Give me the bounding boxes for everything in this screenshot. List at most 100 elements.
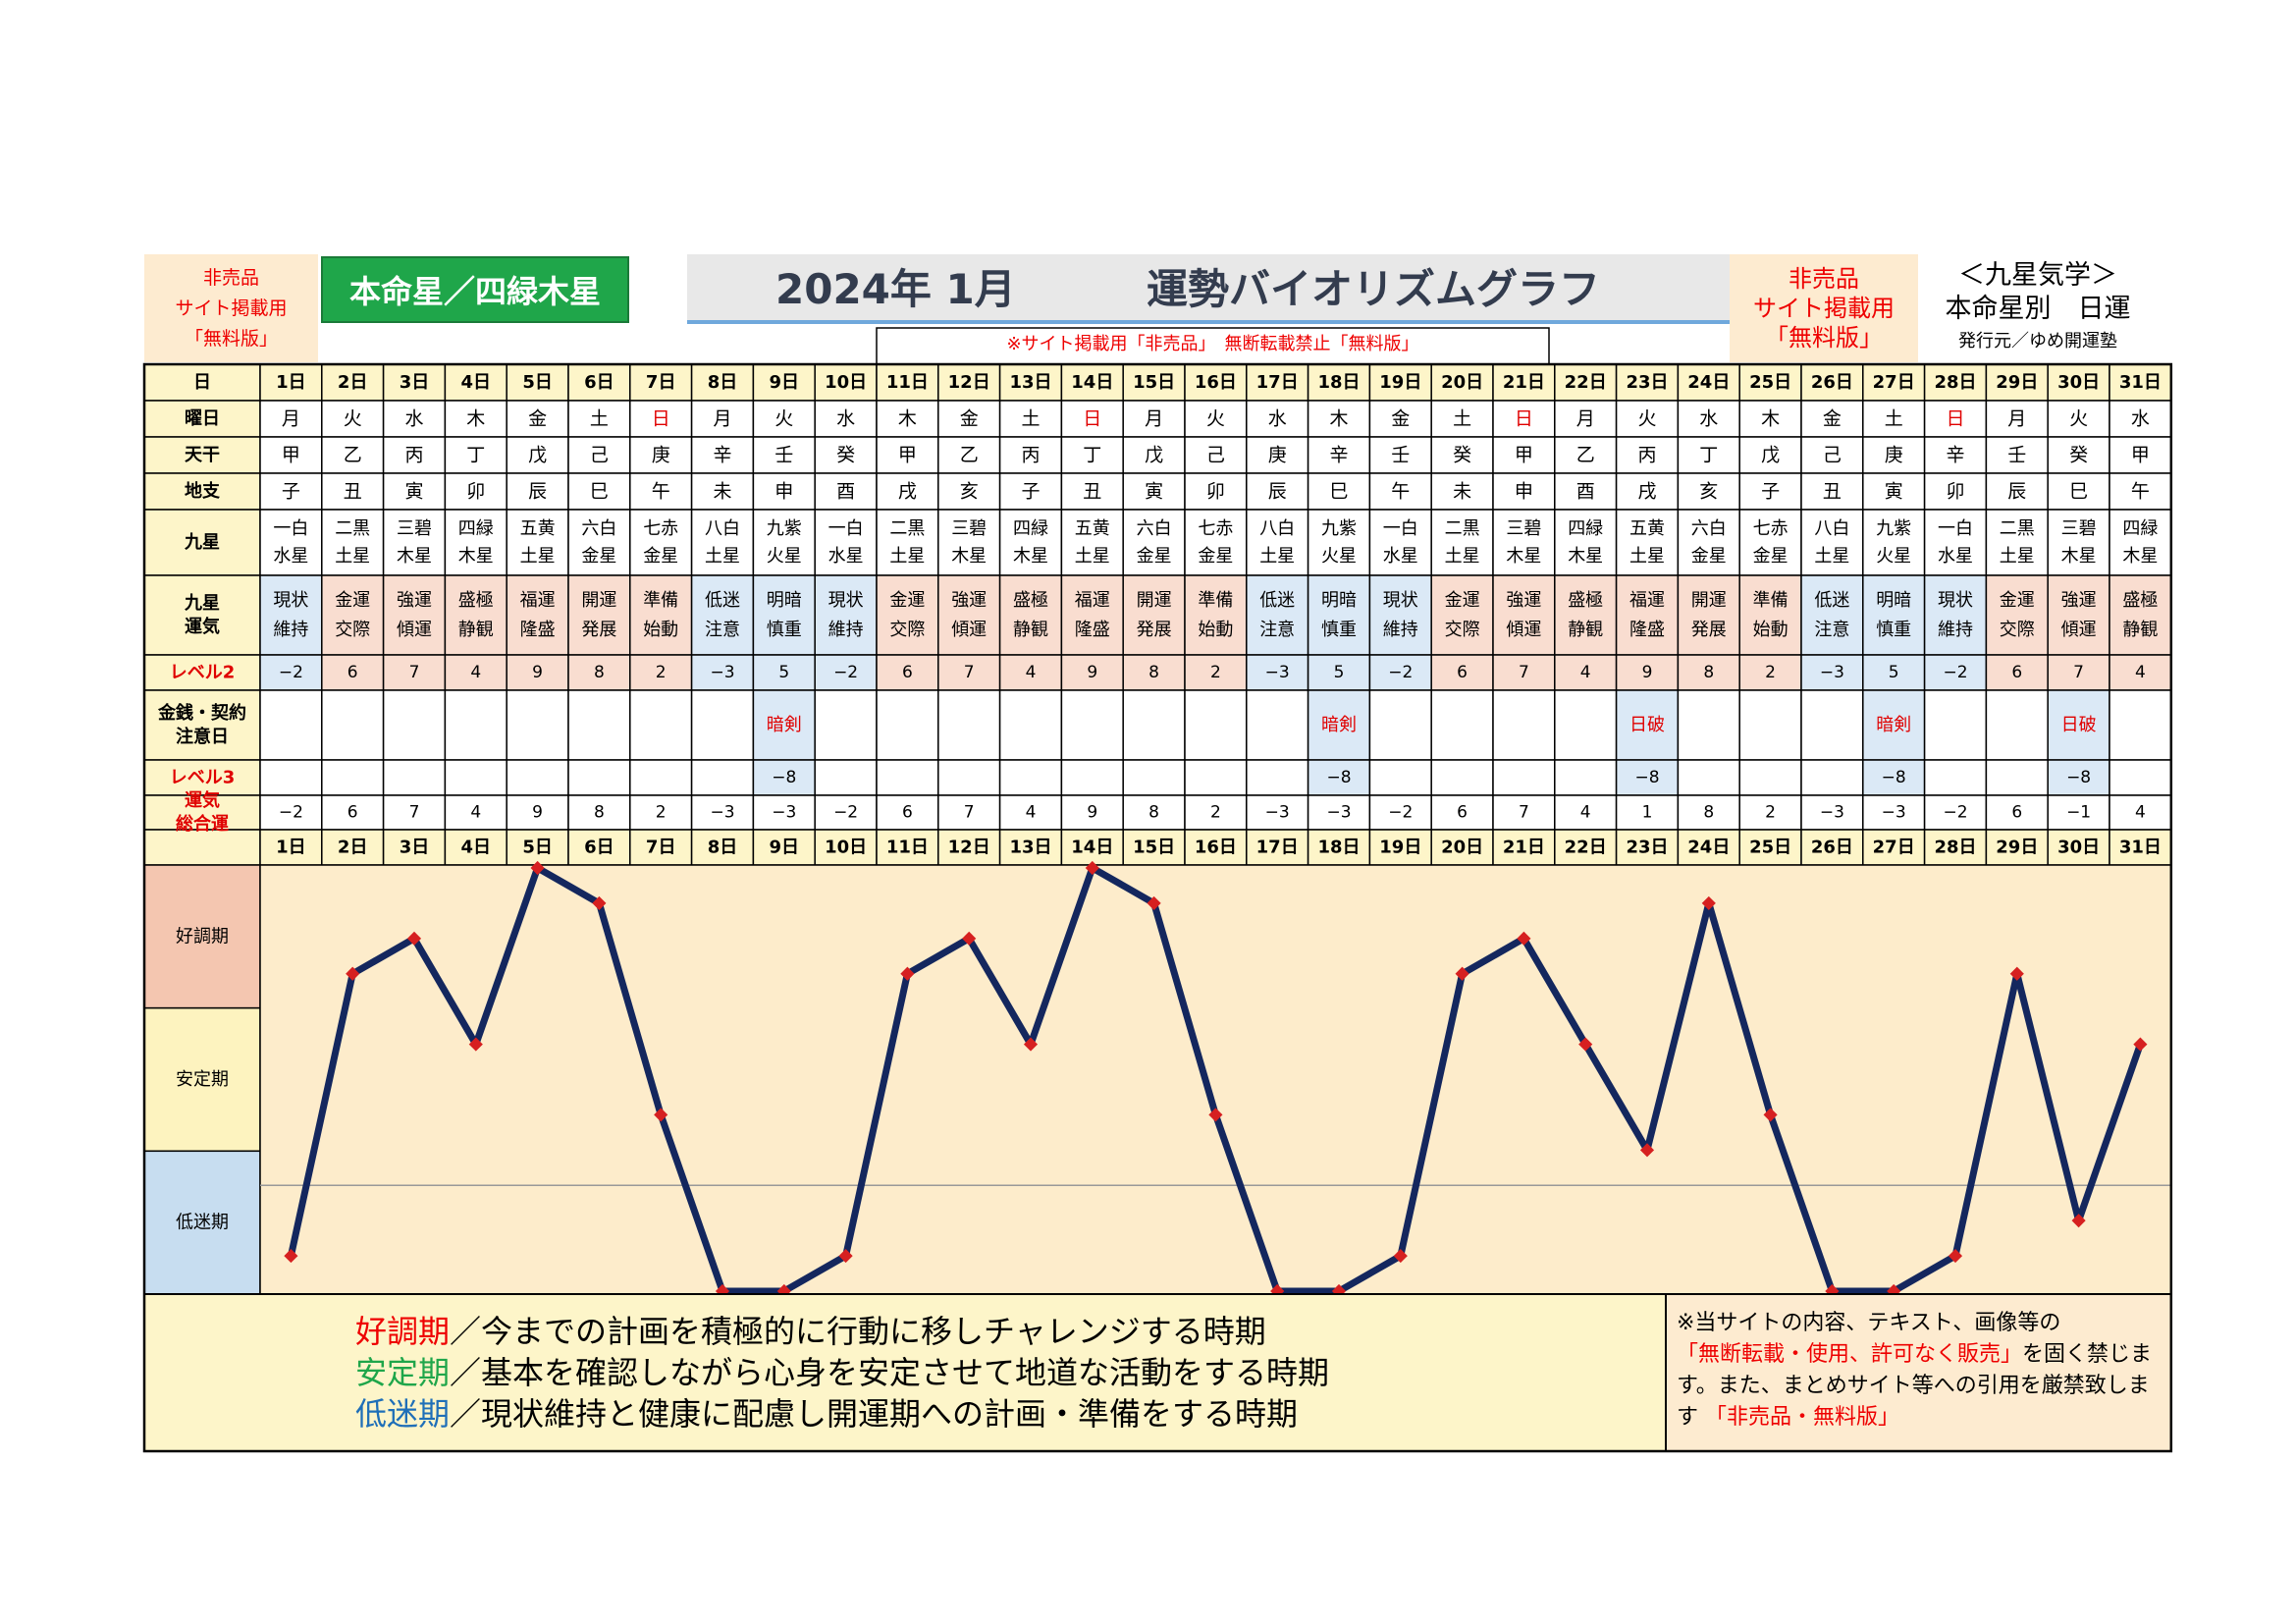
table-cell (1122, 829, 1186, 866)
kyusei-cell: 水星 (273, 546, 308, 567)
kinsen-cell: 日破 (1629, 715, 1665, 735)
badge-line: 非売品 (202, 266, 259, 289)
weekday-cell: 火 (1637, 408, 1656, 430)
unki-cell: 始動 (643, 620, 678, 640)
level2-cell: −3 (1265, 663, 1290, 682)
kyusei-cell: 金星 (643, 546, 678, 567)
zone-label: 低迷期 (176, 1213, 229, 1233)
day-cell: 22日 (1565, 838, 1607, 858)
table-cell (629, 759, 693, 796)
table-cell (1677, 794, 1740, 831)
table-cell (876, 472, 939, 511)
table-cell (752, 436, 816, 474)
day-cell: 22日 (1565, 372, 1607, 393)
table-cell (1122, 654, 1186, 691)
table-cell (690, 509, 755, 576)
kyusei-cell: 一白 (1938, 518, 1973, 539)
table-cell (1615, 472, 1680, 511)
table-cell (382, 759, 447, 796)
table-cell (690, 574, 755, 656)
table-cell (2109, 829, 2172, 866)
chishi-cell: 未 (713, 481, 731, 503)
table-cell (1554, 829, 1618, 866)
unki-cell: 慎重 (767, 620, 802, 640)
chishi-cell: 寅 (1885, 481, 1903, 503)
sogo-cell: 6 (902, 803, 913, 823)
weekday-cell: 木 (898, 408, 917, 430)
data-point (1208, 1108, 1223, 1122)
day-cell: 20日 (1441, 372, 1483, 393)
table-cell (1677, 689, 1740, 761)
sogo-cell: −3 (710, 803, 734, 823)
data-point (406, 931, 422, 946)
chishi-cell: 午 (2131, 481, 2150, 503)
level2-cell: 7 (409, 663, 420, 682)
table-cell (629, 574, 693, 656)
kyusei-cell: 五黄 (520, 518, 556, 539)
table-cell (2109, 759, 2172, 796)
table-cell (444, 689, 507, 761)
table-cell (1615, 654, 1680, 691)
kyusei-cell: 金星 (1137, 546, 1172, 567)
unki-cell: 発展 (1137, 620, 1172, 640)
badge-line: サイト掲載用 (1753, 295, 1895, 322)
data-point (1639, 1143, 1655, 1158)
copyright-line1: ※当サイトの内容、テキスト、画像等の (1677, 1311, 2061, 1335)
sogo-cell: −3 (1326, 803, 1351, 823)
table-cell (752, 654, 816, 691)
sogo-cell: −3 (1265, 803, 1290, 823)
day-cell: 25日 (1749, 372, 1791, 393)
legend-stable-term: 安定期 (355, 1354, 451, 1391)
table-cell (876, 574, 939, 656)
chishi-cell: 亥 (1699, 481, 1718, 503)
unki-cell: 盛極 (1568, 590, 1603, 611)
weekday-cell: 土 (1021, 408, 1040, 430)
table-cell (1122, 509, 1186, 576)
kyusei-cell: 四緑 (1013, 518, 1048, 539)
tenkan-cell: 辛 (1329, 445, 1348, 466)
table-cell (1554, 574, 1618, 656)
copyright-line2: を固く禁じます。また、まとめサイト等への引用を厳禁致します (1677, 1342, 2153, 1430)
table-cell (1122, 574, 1186, 656)
legend-good: 好調期／今までの計画を積極的に行動に移しチャレンジする時期 (355, 1311, 1329, 1352)
kyusei-cell: 木星 (458, 546, 494, 567)
tenkan-cell: 乙 (1576, 445, 1595, 466)
table-cell (1184, 400, 1248, 438)
table-cell (382, 654, 447, 691)
tenkan-cell: 辛 (1946, 445, 1964, 466)
badge-line: 「無料版」 (184, 327, 278, 350)
table-cell (1246, 574, 1309, 656)
table-cell (259, 654, 323, 691)
level2-cell: −3 (710, 663, 734, 682)
table-cell (1615, 436, 1680, 474)
sogo-cell: 2 (1210, 803, 1221, 823)
table-cell (690, 472, 755, 511)
kyusei-cell: 八白 (705, 518, 740, 539)
table-cell (1492, 829, 1556, 866)
unki-cell: 強運 (2061, 590, 2097, 611)
table-cell (1246, 689, 1309, 761)
legend-good-term: 好調期 (355, 1313, 451, 1350)
sogo-cell: 7 (964, 803, 975, 823)
level2-cell: 7 (2073, 663, 2084, 682)
kyusei-cell: 二黒 (335, 518, 370, 539)
kyusei-cell: 四緑 (458, 518, 494, 539)
sogo-cell: −3 (772, 803, 796, 823)
weekday-cell: 月 (1576, 408, 1595, 430)
unki-cell: 開運 (1137, 590, 1172, 611)
day-cell: 8日 (708, 838, 738, 858)
day-cell: 19日 (1379, 372, 1421, 393)
table-cell (1060, 829, 1124, 866)
sogo-cell: 6 (1457, 803, 1468, 823)
tenkan-cell: 癸 (2069, 445, 2088, 466)
table-cell (1060, 363, 1124, 402)
unki-cell: 静観 (1568, 620, 1603, 640)
copyright-notice: ※当サイトの内容、テキスト、画像等の 「無断転載・使用、許可なく販売」を固く禁じ… (1677, 1308, 2153, 1434)
day-cell: 2日 (338, 838, 368, 858)
day-cell: 11日 (886, 372, 929, 393)
table-cell (1862, 509, 1926, 576)
weekday-cell: 日 (652, 408, 670, 430)
table-cell (1246, 436, 1309, 474)
unki-cell: 明暗 (1321, 590, 1357, 611)
table-cell (2109, 509, 2172, 576)
